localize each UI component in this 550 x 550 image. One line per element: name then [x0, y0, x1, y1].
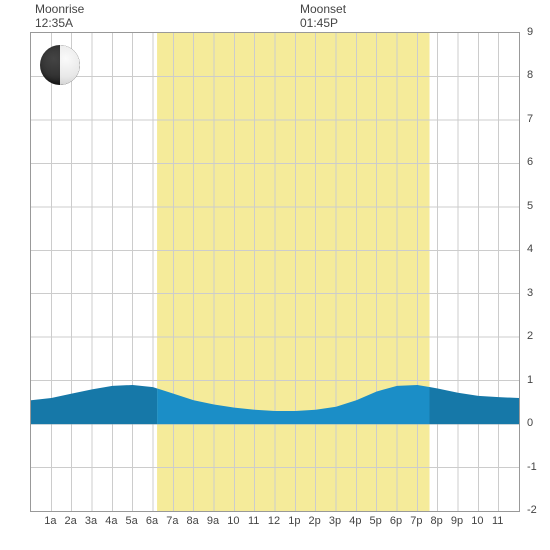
x-tick: 7a — [166, 515, 178, 527]
y-tick: 0 — [527, 417, 533, 429]
x-tick: 11 — [248, 515, 259, 527]
moonrise-time: 12:35A — [35, 16, 73, 30]
moonset-time: 01:45P — [300, 16, 338, 30]
x-tick: 3a — [85, 515, 97, 527]
y-axis: -2-10123456789 — [525, 32, 547, 512]
x-tick: 2p — [309, 515, 321, 527]
x-tick: 11 — [492, 515, 503, 527]
y-tick: 3 — [527, 287, 533, 299]
x-tick: 10 — [227, 515, 239, 527]
x-tick: 12 — [268, 515, 280, 527]
x-tick: 1a — [44, 515, 56, 527]
x-tick: 4a — [105, 515, 117, 527]
y-tick: 9 — [527, 26, 533, 38]
x-tick: 2a — [65, 515, 77, 527]
x-tick: 3p — [329, 515, 341, 527]
moonset-label: Moonset — [300, 2, 346, 16]
x-tick: 5p — [370, 515, 382, 527]
x-tick: 9a — [207, 515, 219, 527]
y-tick: -1 — [527, 461, 537, 473]
x-tick: 7p — [410, 515, 422, 527]
x-tick: 5a — [126, 515, 138, 527]
y-tick: -2 — [527, 504, 537, 516]
y-tick: 7 — [527, 113, 533, 125]
y-tick: 8 — [527, 69, 533, 81]
x-tick: 6a — [146, 515, 158, 527]
x-tick: 4p — [349, 515, 361, 527]
y-tick: 6 — [527, 156, 533, 168]
x-tick: 9p — [451, 515, 463, 527]
tide-chart — [30, 32, 520, 512]
x-tick: 8p — [431, 515, 443, 527]
daylight-band — [157, 33, 429, 511]
x-tick: 6p — [390, 515, 402, 527]
x-tick: 8a — [187, 515, 199, 527]
y-tick: 5 — [527, 200, 533, 212]
y-tick: 1 — [527, 374, 533, 386]
moonrise-label: Moonrise — [35, 2, 84, 16]
x-axis: 1a 2a 3a 4a 5a 6a 7a 8a 9a 10 11 12 1p 2p 3p 4p 5p 6p 7p 8p… — [30, 515, 520, 535]
y-tick: 2 — [527, 330, 533, 342]
chart-svg — [31, 33, 519, 511]
x-tick: 10 — [471, 515, 483, 527]
chart-header: Moonrise 12:35A Moonset 01:45P — [0, 2, 550, 30]
x-tick: 1p — [288, 515, 300, 527]
y-tick: 4 — [527, 243, 533, 255]
moon-phase-icon — [40, 45, 80, 85]
